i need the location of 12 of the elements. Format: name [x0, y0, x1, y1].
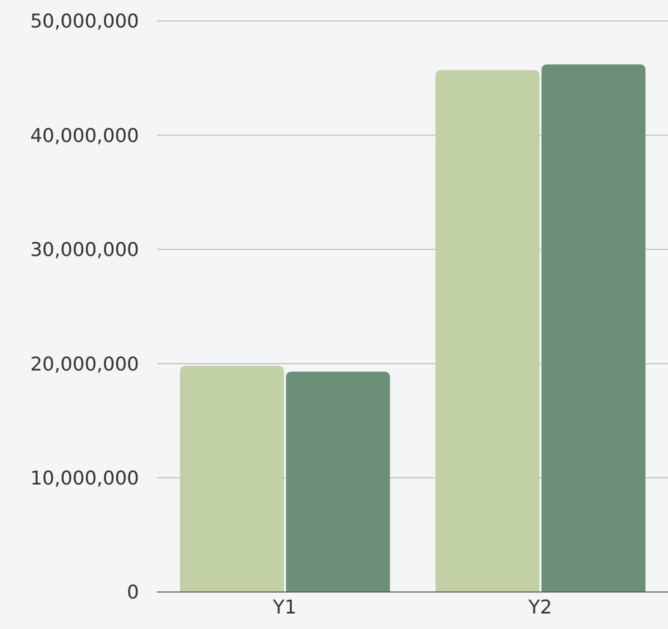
- x-tick-label: Y2: [527, 596, 552, 618]
- y-tick-label: 50,000,000: [30, 10, 139, 33]
- y-tick-label: 30,000,000: [30, 239, 139, 262]
- y-tick-label: 10,000,000: [30, 468, 139, 490]
- bar: [180, 366, 284, 592]
- y-tick-label: 0: [126, 582, 139, 604]
- y-tick-label: 40,000,000: [30, 124, 139, 147]
- bar: [435, 70, 540, 592]
- bar: [541, 64, 646, 592]
- x-tick-label: Y1: [272, 596, 297, 618]
- y-tick-label: 20,000,000: [30, 353, 139, 376]
- bar: [286, 372, 390, 592]
